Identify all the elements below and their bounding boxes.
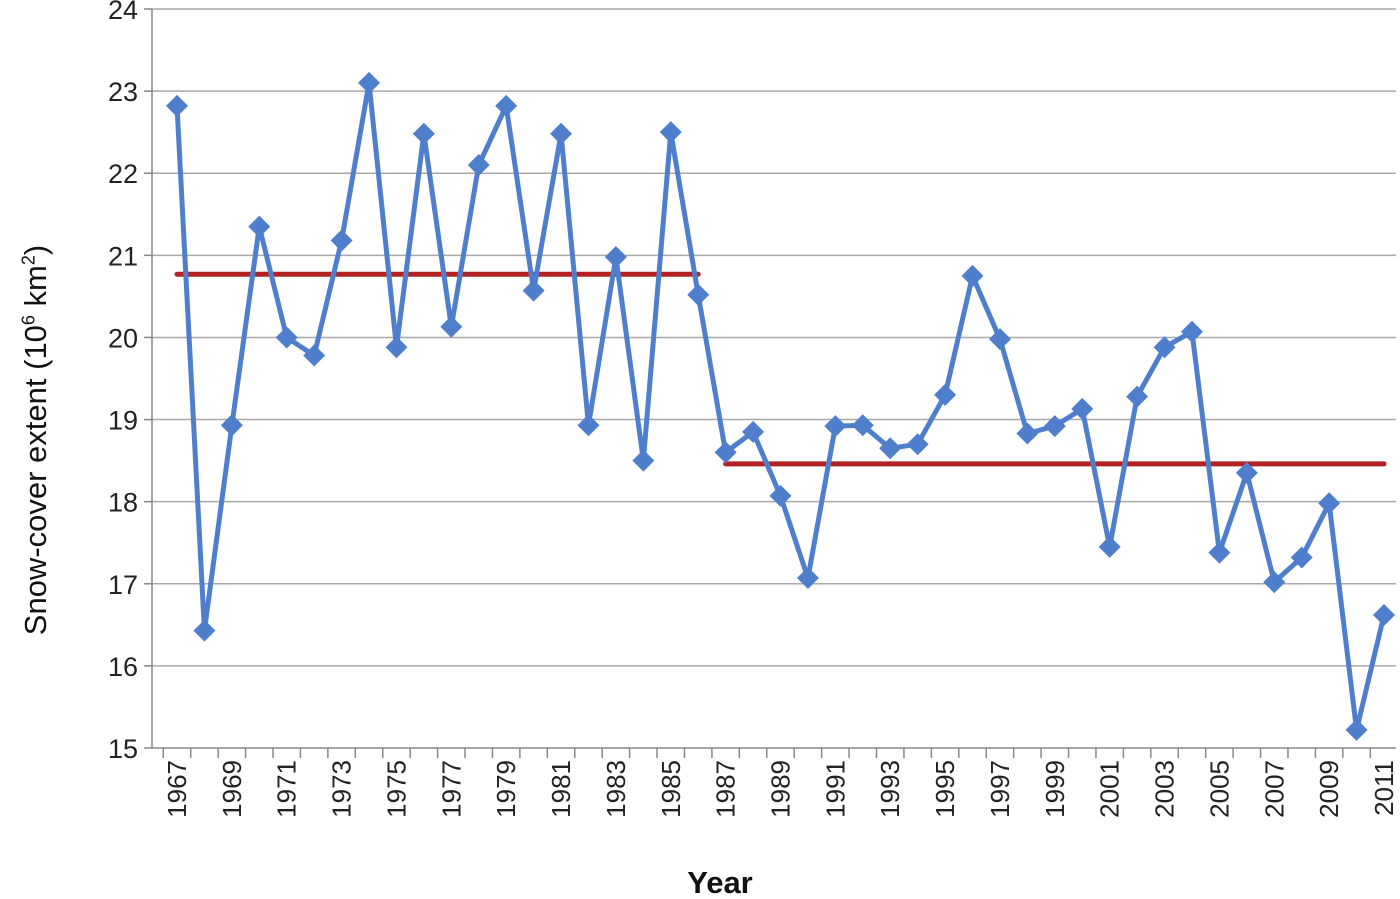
y-tick-label: 24 <box>108 0 138 25</box>
x-tick-label: 1973 <box>327 760 357 818</box>
y-tick-label: 19 <box>108 406 138 436</box>
x-tick-label: 1995 <box>930 760 960 818</box>
data-point-marker <box>796 567 819 590</box>
data-point-marker <box>467 154 490 177</box>
x-tick-label: 1999 <box>1040 760 1070 818</box>
x-tick-label: 1981 <box>546 760 576 818</box>
data-point-marker <box>358 71 381 94</box>
data-point-marker <box>385 336 408 359</box>
y-axis-title-wrap: Snow-cover extent (106 km2) <box>8 0 53 899</box>
data-point-marker <box>330 229 353 252</box>
y-tick-label: 20 <box>108 323 138 353</box>
x-tick-label: 1975 <box>381 760 411 818</box>
x-tick-labels: 1967 1969 1971 1973 1975 1977 1979 1981 1983 1985… <box>162 760 1399 818</box>
y-tick-label: 21 <box>108 241 138 271</box>
data-point-marker <box>275 326 298 349</box>
x-tick-label: 2009 <box>1314 760 1344 818</box>
axes <box>144 8 1396 758</box>
data-point-marker <box>495 94 518 117</box>
y-tick-label: 18 <box>108 488 138 518</box>
x-tick-label: 1969 <box>217 760 247 818</box>
y-axis-title-unit-exponent: 2 <box>18 255 39 266</box>
x-tick-label: 2011 <box>1369 760 1399 816</box>
x-tick-label: 1993 <box>875 760 905 818</box>
data-point-marker <box>1071 397 1094 420</box>
y-axis-title-unit: km <box>18 265 53 316</box>
x-tick-label: 2001 <box>1095 760 1125 818</box>
x-tick-label: 1989 <box>766 760 796 818</box>
data-point-marker <box>1126 385 1149 408</box>
y-tick-label: 17 <box>108 570 138 600</box>
data-point-marker <box>1208 541 1231 564</box>
y-tick-label: 15 <box>108 734 138 764</box>
data-point-marker <box>1043 415 1066 438</box>
data-point-marker <box>961 264 984 287</box>
x-tick-label: 1977 <box>436 760 466 818</box>
data-point-marker <box>440 315 463 338</box>
data-point-marker <box>604 245 627 268</box>
data-point-marker <box>577 414 600 437</box>
y-tick-label: 23 <box>108 77 138 107</box>
x-tick-label: 1985 <box>656 760 686 818</box>
x-tick-label: 1979 <box>491 760 521 818</box>
data-series <box>166 71 1395 741</box>
series-line <box>174 80 1387 733</box>
y-axis-title-exponent: 6 <box>18 315 39 326</box>
data-point-marker <box>1345 718 1368 741</box>
data-point-marker <box>742 420 765 443</box>
data-point-marker <box>906 433 929 456</box>
data-point-marker <box>1098 535 1121 558</box>
data-point-marker <box>934 383 957 406</box>
data-point-marker <box>412 122 435 145</box>
x-tick-label: 2007 <box>1259 760 1289 818</box>
data-point-marker <box>550 122 573 145</box>
x-tick-label: 2003 <box>1150 760 1180 818</box>
data-point-marker <box>1373 603 1395 626</box>
x-tick-label: 1971 <box>272 760 302 818</box>
data-point-marker <box>1263 571 1286 594</box>
grid-lines <box>152 8 1396 667</box>
data-point-marker <box>687 283 710 306</box>
y-tick-label: 16 <box>108 652 138 682</box>
y-axis-title-prefix: Snow-cover extent (10 <box>18 325 53 636</box>
y-axis-title: Snow-cover extent (106 km2) <box>18 245 54 635</box>
data-point-marker <box>632 449 655 472</box>
data-point-marker <box>851 414 874 437</box>
x-tick-label: 1987 <box>711 760 741 818</box>
data-point-marker <box>522 279 545 302</box>
y-tick-label: 22 <box>108 159 138 189</box>
x-tick-label: 1997 <box>985 760 1015 818</box>
data-point-marker <box>1180 320 1203 343</box>
x-tick-label: 1967 <box>162 760 192 818</box>
data-point-marker <box>1318 492 1341 515</box>
data-point-marker <box>220 414 243 437</box>
data-point-marker <box>714 441 737 464</box>
data-point-marker <box>824 415 847 438</box>
y-axis-title-suffix: ) <box>18 244 53 256</box>
x-tick-label: 1991 <box>820 760 850 818</box>
x-tick-label: 1983 <box>601 760 631 818</box>
data-point-marker <box>1290 546 1313 569</box>
data-point-marker <box>988 328 1011 351</box>
data-point-marker <box>879 437 902 460</box>
data-point-marker <box>1235 461 1258 484</box>
data-point-marker <box>1153 336 1176 359</box>
data-point-marker <box>248 215 271 238</box>
x-tick-label: 2005 <box>1204 760 1234 818</box>
y-tick-labels: 15 16 17 18 19 20 21 22 23 24 <box>108 0 138 764</box>
data-point-marker <box>659 121 682 144</box>
data-point-marker <box>769 484 792 507</box>
data-point-marker <box>303 344 326 367</box>
x-axis-title: Year <box>687 865 753 899</box>
data-point-marker <box>193 619 216 642</box>
data-point-marker <box>1016 422 1039 445</box>
data-point-marker <box>166 94 188 117</box>
